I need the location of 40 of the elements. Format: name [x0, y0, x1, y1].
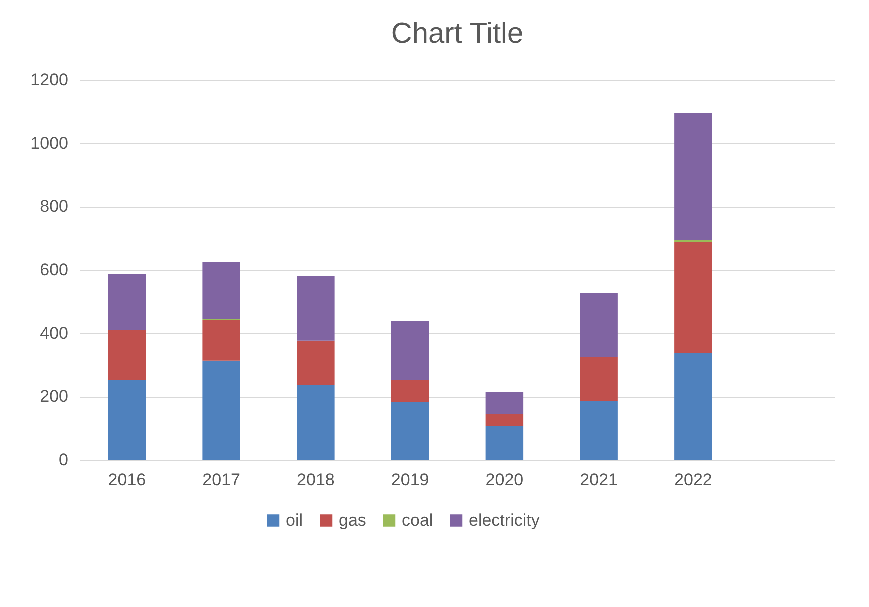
- bar: [674, 113, 712, 240]
- x-tick-label: 2017: [202, 470, 240, 490]
- y-tick-label: 0: [59, 450, 68, 470]
- legend-label: gas: [339, 510, 366, 530]
- y-tick-label: 400: [40, 324, 68, 343]
- bar: [108, 274, 146, 330]
- bar: [202, 262, 240, 320]
- bar: [486, 414, 524, 426]
- bar: [391, 402, 430, 460]
- bar: [580, 293, 618, 358]
- x-tick-label: 2019: [391, 470, 430, 490]
- chart-title: Chart Title: [391, 18, 524, 50]
- bar: [486, 392, 524, 414]
- y-tick-label: 1000: [30, 134, 68, 153]
- legend-label: coal: [402, 510, 434, 530]
- bar: [486, 426, 524, 460]
- x-tick-label: 2020: [486, 470, 524, 490]
- bar: [297, 340, 335, 385]
- bar: [674, 242, 712, 353]
- y-tick-label: 600: [40, 260, 68, 280]
- y-tick-label: 1200: [30, 70, 68, 90]
- x-tick-label: 2018: [297, 470, 335, 490]
- bar: [391, 321, 430, 380]
- x-tick-label: 2021: [580, 470, 618, 490]
- legend-label: electricity: [469, 510, 540, 530]
- x-tick-label: 2016: [108, 470, 146, 490]
- bar: [674, 352, 712, 460]
- bar: [580, 357, 618, 402]
- bar: [297, 276, 335, 341]
- bar: [108, 330, 146, 380]
- bar: [297, 384, 335, 460]
- x-tick-label: 2022: [674, 470, 712, 490]
- y-tick-label: 800: [40, 197, 68, 216]
- bar: [580, 401, 618, 460]
- legend-label: oil: [286, 510, 304, 530]
- bar: [391, 380, 430, 402]
- y-tick-label: 200: [40, 387, 68, 406]
- bar: [108, 380, 146, 460]
- bar: [202, 360, 240, 460]
- bar: [202, 320, 240, 361]
